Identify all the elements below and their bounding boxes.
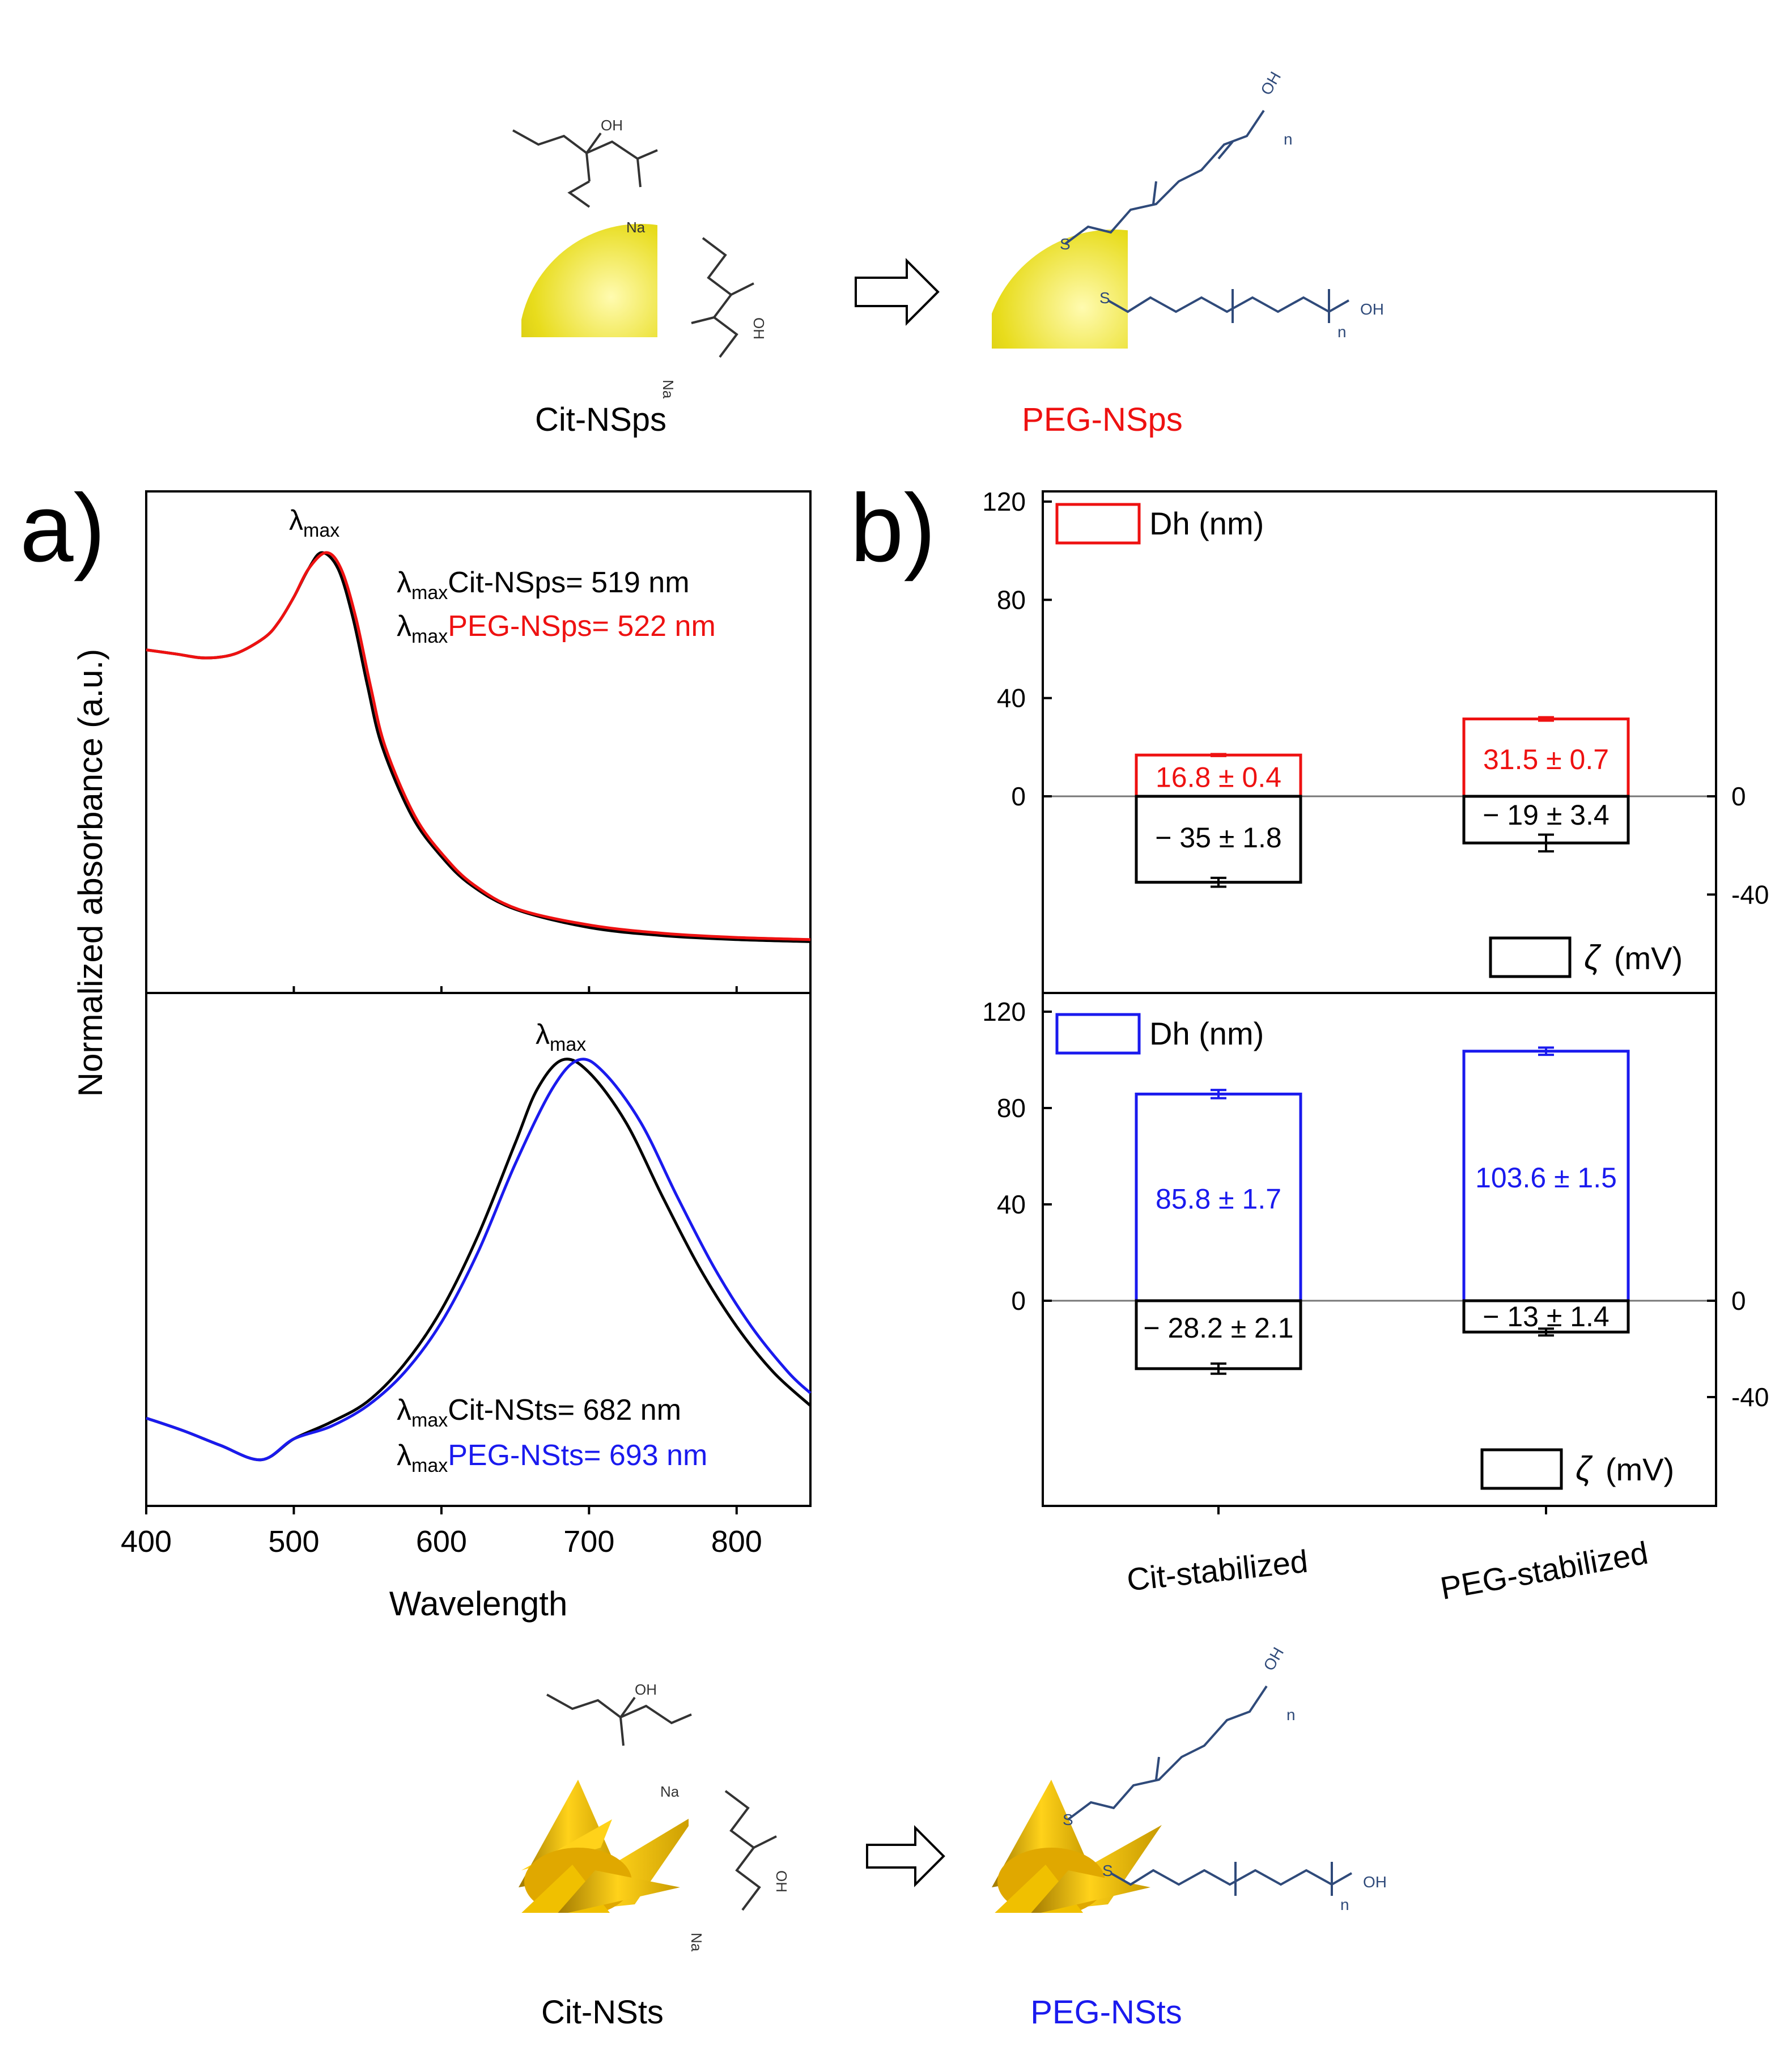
y-tick-label-left: 40 — [997, 1190, 1026, 1219]
annotation-cit-nsts: λmaxCit-NSts= 682 nm — [397, 1394, 681, 1431]
x-tick-label: 400 — [121, 1525, 172, 1559]
legend-dh-swatch-bottom — [1055, 1013, 1141, 1055]
oh-label: OH — [1363, 1873, 1387, 1891]
gold-nanosphere-right — [992, 230, 1128, 349]
s-label: S — [1099, 289, 1110, 307]
y-tick-label-right: 0 — [1731, 782, 1746, 811]
citrate-labels-top: OH Na OH Na — [601, 117, 767, 399]
top-scheme: OH Na OH Na S S OH n OH n Cit-NSp — [512, 69, 1384, 438]
panel-b: b) 0 40 80 120 0 -40 16.8 ± 0.4 31.5 ± 0.7 − 35 … — [850, 474, 1769, 1606]
dh-value-label: 103.6 ± 1.5 — [1475, 1162, 1617, 1194]
category-label-peg: PEG-stabilized — [1438, 1535, 1651, 1606]
y-tick-label-left: 80 — [997, 585, 1026, 614]
y-tick-label-left: 80 — [997, 1093, 1026, 1123]
bar-charts: 0 40 80 120 0 -40 16.8 ± 0.4 31.5 ± 0.7 − 35 ± 1… — [982, 487, 1769, 1514]
panel-a-label: a) — [20, 474, 105, 582]
y-tick-label-right: -40 — [1731, 880, 1769, 909]
citrate-molecule-bottom-1 — [546, 1694, 692, 1746]
oh-label: OH — [750, 317, 767, 339]
x-tick-label: 500 — [268, 1525, 319, 1559]
cit-nsps-label: Cit-NSps — [535, 401, 666, 438]
peg-nsps-label: PEG-NSps — [1022, 401, 1183, 438]
citrate-labels-bottom: OH Na OH Na — [635, 1681, 790, 1952]
lambda-max-label-bottom: λmax — [536, 1018, 586, 1055]
citrate-molecule-top-1 — [512, 129, 658, 208]
n-label: n — [1286, 1706, 1296, 1724]
x-axis-label: Wavelength — [389, 1585, 568, 1623]
annotation-cit-nsps: λmaxCit-NSps= 519 nm — [397, 566, 690, 604]
zeta-value-label: − 28.2 ± 2.1 — [1143, 1312, 1293, 1344]
oh-label: OH — [635, 1681, 657, 1698]
y-tick-label-left: 0 — [1011, 1286, 1026, 1315]
y-tick-label-left: 0 — [1011, 782, 1026, 811]
y-tick-label-right: -40 — [1731, 1382, 1769, 1412]
na-label: Na — [660, 380, 677, 399]
na-label: Na — [688, 1933, 705, 1952]
peg-chain-bottom-2 — [1110, 1862, 1352, 1896]
dh-value-label: 85.8 ± 1.7 — [1156, 1183, 1281, 1215]
annotation-peg-nsps: λmaxPEG-NSps= 522 nm — [397, 610, 716, 647]
peg-chain-top-2 — [1107, 289, 1349, 323]
y-tick-label-left: 120 — [982, 487, 1026, 516]
plot-frame-b — [1042, 490, 1717, 1507]
y-tick-label-left: 120 — [982, 997, 1026, 1026]
y-axis-label: Normalized absorbance (a.u.) — [71, 649, 109, 1097]
legend-zeta-swatch-bottom — [1480, 1448, 1563, 1490]
n-label: n — [1337, 323, 1347, 341]
peg-labels-bottom: S S OH n OH n — [1063, 1644, 1387, 1913]
dh-value-label: 31.5 ± 0.7 — [1483, 744, 1609, 775]
bottom-scheme: OH Na OH Na S S OH n OH n — [519, 1644, 1387, 2031]
s-label: S — [1063, 1811, 1073, 1828]
peg-chain-bottom-1 — [1067, 1685, 1268, 1820]
gold-nanostar-left — [519, 1780, 689, 1913]
annotation-peg-nsts: λmaxPEG-NSts= 693 nm — [397, 1439, 707, 1476]
peg-nsts-label: PEG-NSts — [1030, 1994, 1182, 2031]
peg-labels-top: S S OH n OH n — [1060, 69, 1384, 341]
peg-chain-top-1 — [1064, 109, 1265, 245]
s-label: S — [1060, 235, 1071, 253]
na-label: Na — [660, 1783, 680, 1800]
oh-label: OH — [773, 1870, 790, 1892]
x-tick-label: 800 — [711, 1525, 762, 1559]
panel-b-label: b) — [850, 474, 936, 582]
legend-dh-bottom: Dh (nm) — [1149, 1016, 1264, 1051]
plot-frame-a — [145, 490, 812, 1507]
s-label: S — [1102, 1862, 1113, 1879]
gold-nanostar-right — [992, 1780, 1162, 1913]
x-tick-label: 700 — [563, 1525, 614, 1559]
zeta-value-label: − 13 ± 1.4 — [1483, 1301, 1609, 1332]
citrate-molecule-top-2 — [691, 237, 754, 358]
n-label: n — [1340, 1896, 1349, 1913]
na-label: Na — [626, 219, 646, 236]
gold-nanosphere-left — [521, 224, 657, 337]
spectrum-line-peg-nsts — [146, 1058, 812, 1462]
zeta-value-label: − 19 ± 3.4 — [1483, 799, 1609, 831]
category-label-cit: Cit-stabilized — [1125, 1543, 1309, 1598]
oh-label: OH — [1260, 1644, 1287, 1674]
oh-label: OH — [1257, 69, 1284, 98]
legend-zeta-top: ζ (mV) — [1584, 939, 1683, 977]
y-tick-label-left: 40 — [997, 684, 1026, 713]
legend-zeta-swatch-top — [1489, 936, 1572, 978]
oh-label: OH — [1360, 300, 1384, 318]
x-tick-label: 600 — [416, 1525, 467, 1559]
panel-a: a) Normalized absorbance (a.u.) 400 500 60… — [20, 474, 812, 1623]
spectra — [146, 551, 812, 1462]
citrate-molecule-bottom-2 — [724, 1790, 777, 1911]
legend-zeta-bottom: ζ (mV) — [1576, 1450, 1674, 1488]
cit-nsts-label: Cit-NSts — [541, 1994, 664, 2031]
dh-value-label: 16.8 ± 0.4 — [1156, 762, 1281, 793]
arrow-right-icon — [855, 258, 940, 326]
legend-dh-top: Dh (nm) — [1149, 506, 1264, 541]
legend-dh-swatch-top — [1055, 503, 1141, 545]
x-ticks: 400 500 600 700 800 — [121, 986, 762, 1559]
zeta-value-label: − 35 ± 1.8 — [1155, 822, 1281, 854]
spectrum-line-peg-nsps — [146, 551, 811, 941]
arrow-right-icon — [866, 1825, 945, 1887]
n-label: n — [1284, 130, 1293, 148]
lambda-max-label-top: λmax — [289, 504, 339, 541]
oh-label: OH — [601, 117, 623, 134]
y-tick-label-right: 0 — [1731, 1286, 1746, 1315]
